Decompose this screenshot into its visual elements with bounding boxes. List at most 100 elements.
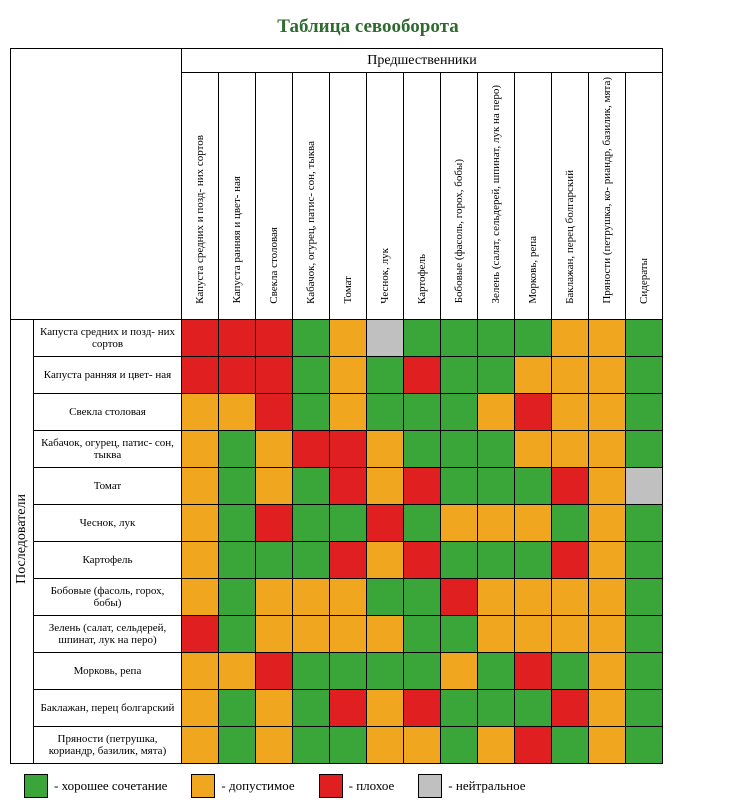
matrix-cell — [367, 356, 404, 393]
matrix-cell — [552, 689, 589, 726]
page-title: Таблица севооборота — [10, 16, 726, 38]
matrix-cell — [478, 393, 515, 430]
matrix-cell — [404, 689, 441, 726]
matrix-cell — [367, 504, 404, 541]
matrix-cell — [367, 319, 404, 356]
matrix-cell — [441, 541, 478, 578]
matrix-cell — [626, 689, 663, 726]
matrix-cell — [589, 319, 626, 356]
matrix-cell — [404, 467, 441, 504]
matrix-cell — [589, 356, 626, 393]
matrix-cell — [293, 430, 330, 467]
matrix-cell — [219, 504, 256, 541]
matrix-cell — [626, 578, 663, 615]
predecessors-header: Предшественники — [182, 49, 663, 73]
matrix-cell — [219, 467, 256, 504]
column-header-label: Морковь, репа — [527, 232, 539, 308]
legend-swatch — [418, 774, 442, 798]
matrix-cell — [626, 393, 663, 430]
matrix-cell — [552, 541, 589, 578]
matrix-cell — [293, 319, 330, 356]
matrix-cell — [478, 356, 515, 393]
matrix-cell — [256, 541, 293, 578]
matrix-cell — [515, 319, 552, 356]
matrix-cell — [515, 652, 552, 689]
matrix-cell — [182, 393, 219, 430]
matrix-cell — [404, 615, 441, 652]
column-header-label: Свекла столовая — [268, 223, 280, 308]
corner-cell — [11, 49, 182, 320]
column-header-label: Чеснок, лук — [379, 244, 391, 308]
matrix-cell — [552, 393, 589, 430]
row-header: Баклажан, перец болгарский — [34, 689, 182, 726]
column-header-label: Капуста средних и позд- них сортов — [194, 131, 206, 308]
column-header: Кабачок, огурец, патис- сон, тыква — [293, 73, 330, 320]
matrix-cell — [182, 319, 219, 356]
column-header-label: Кабачок, огурец, патис- сон, тыква — [305, 137, 317, 308]
legend-item: - плохое — [319, 774, 395, 798]
matrix-cell — [478, 615, 515, 652]
matrix-cell — [404, 726, 441, 763]
matrix-cell — [515, 615, 552, 652]
matrix-cell — [256, 504, 293, 541]
legend-swatch — [24, 774, 48, 798]
row-header: Морковь, репа — [34, 652, 182, 689]
matrix-cell — [552, 652, 589, 689]
matrix-cell — [293, 689, 330, 726]
matrix-cell — [330, 578, 367, 615]
column-header-label: Капуста ранняя и цвет- ная — [231, 172, 243, 307]
matrix-cell — [589, 726, 626, 763]
matrix-cell — [330, 689, 367, 726]
matrix-cell — [478, 652, 515, 689]
matrix-cell — [552, 430, 589, 467]
matrix-cell — [515, 467, 552, 504]
row-header: Пряности (петрушка, кориандр, базилик, м… — [34, 726, 182, 763]
matrix-cell — [552, 504, 589, 541]
matrix-cell — [293, 578, 330, 615]
row-header: Свекла столовая — [34, 393, 182, 430]
column-header: Зелень (салат, сельдерей, шпинат, лук на… — [478, 73, 515, 320]
matrix-cell — [552, 467, 589, 504]
matrix-cell — [441, 652, 478, 689]
matrix-cell — [589, 541, 626, 578]
legend-label: - плохое — [349, 778, 395, 794]
matrix-cell — [219, 615, 256, 652]
matrix-cell — [589, 615, 626, 652]
matrix-cell — [478, 726, 515, 763]
matrix-cell — [626, 726, 663, 763]
matrix-cell — [515, 356, 552, 393]
matrix-cell — [330, 726, 367, 763]
matrix-cell — [441, 393, 478, 430]
matrix-cell — [441, 504, 478, 541]
column-header: Томат — [330, 73, 367, 320]
matrix-cell — [626, 652, 663, 689]
legend-item: - допустимое — [191, 774, 294, 798]
matrix-cell — [256, 393, 293, 430]
matrix-cell — [515, 689, 552, 726]
legend: - хорошее сочетание- допустимое- плохое-… — [10, 774, 726, 798]
matrix-cell — [441, 319, 478, 356]
matrix-cell — [626, 504, 663, 541]
matrix-cell — [367, 541, 404, 578]
legend-swatch — [191, 774, 215, 798]
column-header: Капуста ранняя и цвет- ная — [219, 73, 256, 320]
matrix-cell — [441, 615, 478, 652]
matrix-cell — [441, 726, 478, 763]
matrix-cell — [219, 319, 256, 356]
matrix-cell — [330, 393, 367, 430]
matrix-cell — [478, 689, 515, 726]
matrix-cell — [256, 615, 293, 652]
matrix-cell — [626, 356, 663, 393]
matrix-cell — [515, 430, 552, 467]
column-header: Пряности (петрушка, ко- риандр, базилик,… — [589, 73, 626, 320]
matrix-cell — [404, 578, 441, 615]
matrix-cell — [219, 689, 256, 726]
matrix-cell — [256, 356, 293, 393]
matrix-cell — [589, 393, 626, 430]
matrix-cell — [367, 578, 404, 615]
matrix-cell — [330, 541, 367, 578]
matrix-cell — [478, 430, 515, 467]
column-header: Бобовые (фасоль, горох, бобы) — [441, 73, 478, 320]
column-header-label: Зелень (салат, сельдерей, шпинат, лук на… — [490, 81, 502, 308]
column-header: Баклажан, перец болгарский — [552, 73, 589, 320]
